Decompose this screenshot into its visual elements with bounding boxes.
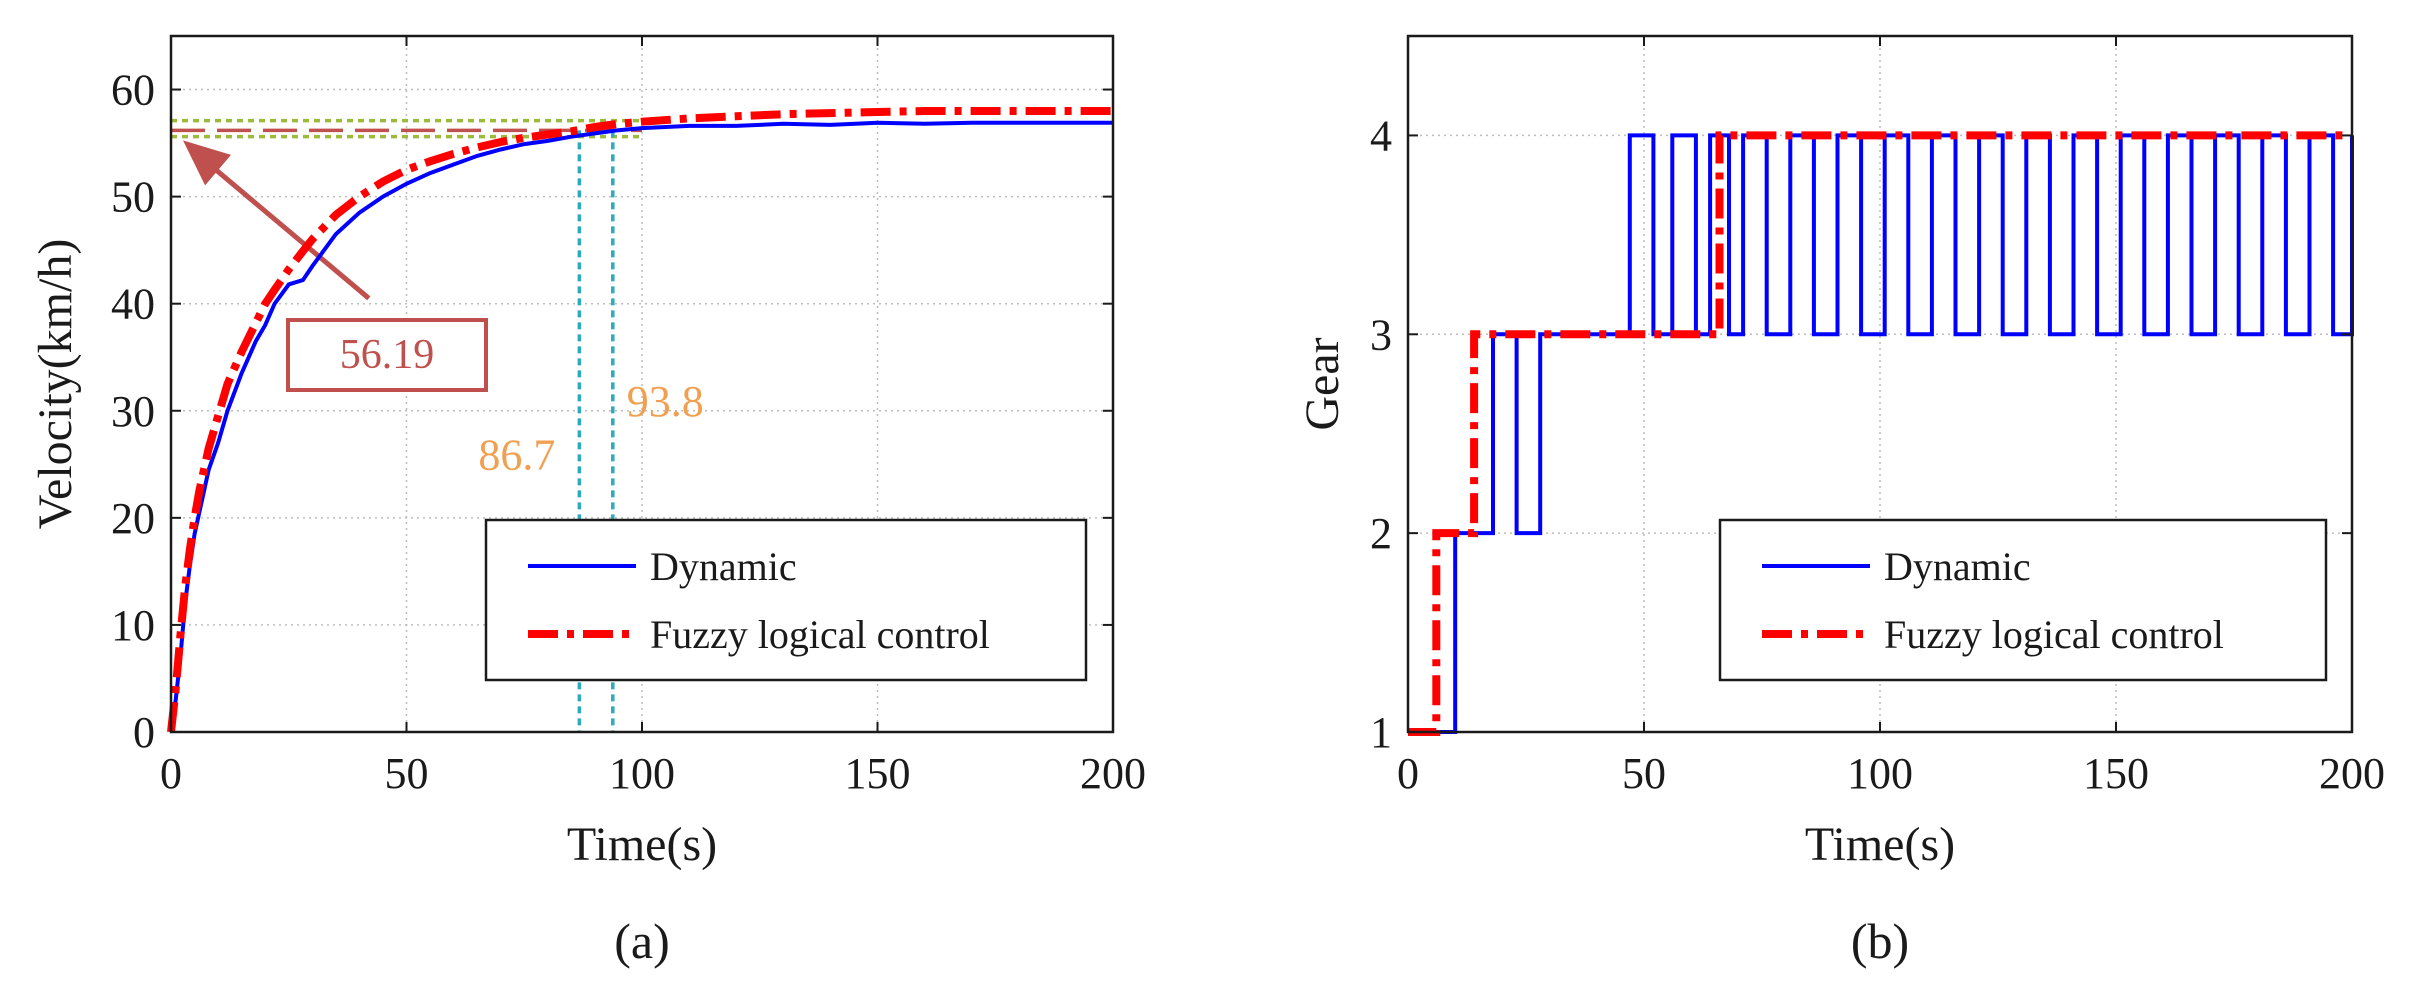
annotation-arrow-shaft: [205, 160, 371, 301]
y-tick-label: 20: [111, 494, 155, 543]
x-tick-label: 150: [2083, 749, 2149, 798]
y-tick-label: 40: [111, 280, 155, 329]
x-tick-label: 200: [1080, 749, 1146, 798]
x-tick-label: 0: [160, 749, 182, 798]
legend-label-1: Dynamic: [1884, 544, 2031, 589]
y-axis-label: Velocity(km/h): [29, 239, 82, 530]
chart-panel-b: 0 50 100 150 200 1 2 3 4 Time(s) Gear Dynamic Fuzzy …: [1296, 34, 2385, 969]
x-tick-label: 50: [385, 749, 429, 798]
y-tick-label: 50: [111, 173, 155, 222]
y-tick-label: 2: [1370, 509, 1392, 558]
x-tick-label: 100: [1847, 749, 1913, 798]
y-tick-label: 10: [111, 601, 155, 650]
annotation-time-1: 86.7: [478, 431, 555, 480]
x-tick-label: 50: [1622, 749, 1666, 798]
y-tick-label: 1: [1370, 708, 1392, 757]
y-axis-label: Gear: [1296, 337, 1349, 430]
y-tick-label: 3: [1370, 310, 1392, 359]
annotation-value-label: 56.19: [340, 332, 435, 378]
legend-box: [484, 518, 1088, 682]
annotation-time-2: 93.8: [627, 377, 704, 426]
legend-label-1: Dynamic: [650, 544, 797, 589]
y-tick-label: 30: [111, 387, 155, 436]
y-tick-label: 60: [111, 66, 155, 115]
annotation-arrow-head: [183, 140, 231, 186]
x-tick-label: 200: [2319, 749, 2385, 798]
series-line-1: [169, 120, 1113, 733]
chart-panel-a: 56.19 86.7 93.8 0 50 100 150 200 0 10 20 30 40 50 60 Ti…: [29, 34, 1146, 969]
y-tick-label: 0: [133, 708, 155, 757]
panel-caption: (b): [1851, 913, 1909, 969]
panel-caption: (a): [614, 913, 670, 969]
legend-label-2: Fuzzy logical control: [1884, 612, 2224, 657]
annotation-box: [286, 318, 488, 392]
series-line-2: [1408, 131, 2352, 736]
legend-box: [1718, 518, 2328, 682]
x-axis-label: Time(s): [1805, 818, 1955, 871]
x-tick-label: 100: [609, 749, 675, 798]
x-tick-label: 0: [1397, 749, 1419, 798]
y-tick-label: 4: [1370, 111, 1392, 160]
x-tick-label: 150: [845, 749, 911, 798]
legend-label-2: Fuzzy logical control: [650, 612, 990, 657]
x-axis-label: Time(s): [567, 818, 717, 871]
